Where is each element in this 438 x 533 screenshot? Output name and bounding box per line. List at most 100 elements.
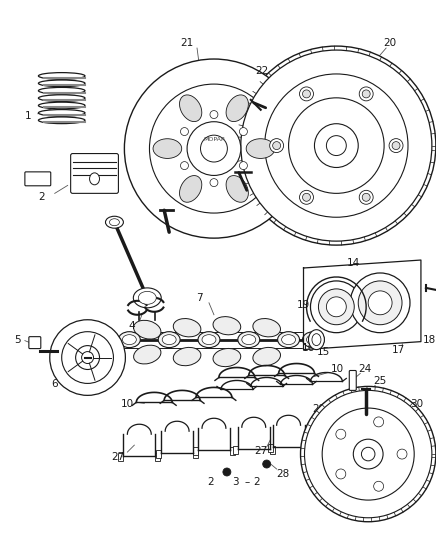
Circle shape (397, 449, 407, 459)
Circle shape (124, 59, 304, 238)
Ellipse shape (158, 332, 180, 348)
Circle shape (353, 439, 383, 469)
Circle shape (374, 417, 384, 427)
Ellipse shape (278, 332, 300, 348)
Circle shape (322, 408, 414, 500)
Ellipse shape (133, 288, 161, 308)
Bar (270, 446, 275, 454)
FancyBboxPatch shape (25, 172, 51, 186)
Text: 7: 7 (196, 293, 202, 303)
Text: 16: 16 (302, 343, 315, 353)
Circle shape (187, 122, 241, 175)
Circle shape (389, 139, 403, 152)
Ellipse shape (162, 335, 176, 345)
Circle shape (326, 297, 346, 317)
Ellipse shape (312, 334, 321, 345)
Circle shape (314, 124, 358, 167)
Circle shape (300, 386, 436, 522)
Circle shape (336, 429, 346, 439)
Circle shape (210, 179, 218, 187)
Circle shape (359, 190, 373, 204)
Ellipse shape (134, 345, 161, 364)
Text: –: – (244, 477, 249, 487)
Ellipse shape (213, 317, 241, 335)
Ellipse shape (202, 335, 216, 345)
Ellipse shape (242, 335, 256, 345)
Circle shape (270, 139, 283, 152)
Circle shape (263, 460, 271, 468)
Ellipse shape (308, 330, 325, 350)
Circle shape (318, 289, 354, 325)
Ellipse shape (39, 110, 85, 116)
Circle shape (359, 87, 373, 101)
Bar (193, 447, 198, 455)
Circle shape (180, 161, 188, 169)
Text: 3: 3 (233, 477, 239, 487)
Circle shape (361, 447, 375, 461)
Ellipse shape (89, 173, 99, 185)
Circle shape (76, 345, 99, 369)
Bar (193, 450, 198, 458)
Circle shape (303, 90, 311, 98)
Circle shape (303, 193, 311, 201)
Ellipse shape (39, 117, 85, 124)
Text: 10: 10 (121, 399, 134, 409)
Text: 6: 6 (51, 379, 58, 390)
Text: 5: 5 (14, 335, 21, 345)
Ellipse shape (110, 219, 120, 225)
Circle shape (300, 190, 314, 204)
Text: 2: 2 (39, 192, 45, 203)
Ellipse shape (138, 292, 156, 304)
Text: 1: 1 (25, 111, 31, 121)
Circle shape (362, 193, 370, 201)
Text: 30: 30 (410, 399, 423, 409)
Text: 4: 4 (128, 321, 134, 330)
Ellipse shape (238, 332, 260, 348)
Text: 10: 10 (330, 365, 343, 375)
Circle shape (358, 281, 402, 325)
Circle shape (81, 352, 94, 364)
Text: 27: 27 (111, 452, 124, 462)
Text: 25: 25 (373, 376, 386, 386)
Text: 2: 2 (208, 477, 214, 487)
Ellipse shape (226, 175, 248, 202)
Ellipse shape (253, 348, 280, 366)
FancyBboxPatch shape (29, 337, 41, 349)
Circle shape (374, 481, 384, 491)
Text: 23: 23 (219, 150, 233, 160)
Circle shape (241, 50, 432, 241)
Bar (268, 444, 273, 452)
Ellipse shape (173, 319, 201, 337)
FancyBboxPatch shape (349, 370, 356, 390)
Circle shape (50, 320, 125, 395)
Ellipse shape (39, 72, 85, 79)
Text: 15: 15 (317, 346, 330, 357)
Circle shape (180, 127, 188, 135)
Circle shape (149, 84, 279, 213)
Ellipse shape (303, 332, 325, 348)
Ellipse shape (180, 95, 202, 122)
Text: 17: 17 (392, 345, 405, 354)
Bar (118, 453, 124, 461)
Bar (156, 450, 161, 458)
Text: 28: 28 (277, 469, 290, 479)
Bar (230, 447, 235, 455)
Circle shape (311, 281, 362, 333)
Circle shape (350, 273, 410, 333)
Text: 3: 3 (171, 193, 177, 203)
Text: 22: 22 (255, 66, 268, 76)
Circle shape (326, 135, 346, 156)
Text: 14: 14 (346, 258, 360, 268)
Ellipse shape (118, 332, 140, 348)
Ellipse shape (173, 348, 201, 366)
Circle shape (265, 74, 408, 217)
Circle shape (210, 110, 218, 118)
Circle shape (368, 291, 392, 315)
Circle shape (62, 332, 113, 383)
Polygon shape (304, 260, 421, 350)
Circle shape (223, 468, 231, 476)
Text: 29: 29 (312, 405, 325, 414)
Circle shape (304, 390, 432, 518)
Text: 24: 24 (358, 365, 371, 375)
Ellipse shape (153, 139, 182, 158)
